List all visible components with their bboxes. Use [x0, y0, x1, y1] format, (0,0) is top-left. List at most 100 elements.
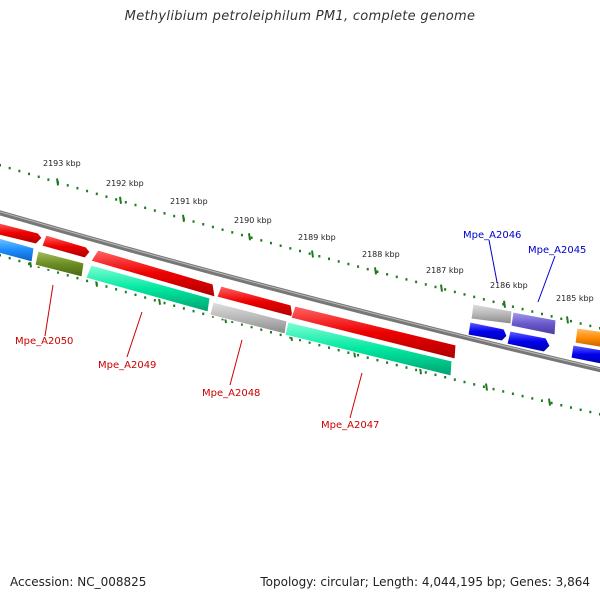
scale-tick — [503, 300, 506, 308]
scale-dot — [269, 241, 272, 245]
gene-feature[interactable] — [284, 321, 453, 377]
scale-dot — [153, 299, 156, 302]
scale-dot — [357, 265, 360, 268]
scale-dot — [260, 328, 263, 331]
scale-dot — [511, 305, 514, 308]
scale-dot — [173, 304, 176, 307]
gene-label-mpe-a2046[interactable]: Mpe_A2046 — [463, 230, 521, 241]
scale-dot — [47, 178, 50, 181]
scale-dot — [299, 249, 301, 253]
scale-dot — [502, 303, 505, 306]
scale-label: 2189 kbp — [298, 233, 336, 242]
scale-dot — [0, 164, 1, 167]
genome-backbone — [0, 210, 600, 373]
scale-dot — [550, 315, 553, 318]
scale-dot — [337, 260, 340, 263]
gene-label-mpe-a2048[interactable]: Mpe_A2048 — [202, 388, 260, 399]
scale-dot — [269, 331, 272, 334]
scale-dot — [589, 324, 592, 328]
scale-dot — [424, 371, 427, 374]
gene-label-mpe-a2049[interactable]: Mpe_A2049 — [98, 360, 156, 371]
gene-feature[interactable] — [34, 250, 85, 278]
gene-label-mpe-a2050[interactable]: Mpe_A2050 — [15, 336, 73, 347]
scale-dot — [473, 295, 476, 299]
scale-dot — [395, 363, 398, 367]
gene-feature[interactable] — [574, 327, 600, 348]
scale-dot — [366, 356, 369, 359]
gene-feature[interactable] — [0, 237, 35, 263]
scale-dot — [579, 408, 582, 412]
gene-feature[interactable] — [290, 305, 457, 360]
leader-line — [126, 311, 143, 358]
scale-label: 2191 kbp — [170, 197, 208, 206]
gene-label-mpe-a2045[interactable]: Mpe_A2045 — [528, 245, 586, 256]
gene-feature[interactable] — [85, 264, 211, 313]
scale-dot — [240, 233, 243, 237]
scale-dot — [482, 385, 485, 389]
scale-dot — [540, 399, 543, 402]
scale-dot — [386, 361, 389, 364]
scale-dot — [163, 212, 166, 215]
gene-feature[interactable] — [570, 344, 600, 365]
scale-dot — [231, 231, 234, 234]
inner-scale-track — [0, 254, 600, 416]
outer-major-ticks — [56, 178, 569, 324]
scale-dot — [569, 319, 572, 323]
scale-dot — [105, 285, 108, 288]
scale-dot — [540, 312, 543, 316]
leader-line — [229, 339, 243, 386]
scale-dot — [482, 298, 485, 301]
scale-dot — [434, 373, 437, 377]
scale-dot — [550, 401, 553, 405]
scale-dot — [221, 228, 224, 231]
scale-dot — [337, 348, 340, 352]
scale-label: 2188 kbp — [362, 250, 400, 259]
scale-label: 2190 kbp — [234, 216, 272, 225]
scale-dot — [463, 380, 466, 384]
gene-feature[interactable] — [41, 234, 91, 259]
scale-dot — [415, 280, 418, 284]
scale-dot — [473, 383, 476, 386]
scale-dot — [328, 257, 331, 261]
scale-dot — [260, 239, 263, 242]
scale-tick — [119, 196, 122, 204]
scale-dot — [279, 244, 282, 247]
scale-tick — [374, 267, 377, 275]
scale-label: 2186 kbp — [490, 281, 528, 290]
scale-dot — [86, 279, 89, 283]
scale-dot — [289, 247, 292, 250]
scale-dot — [231, 320, 234, 324]
gene-feature[interactable] — [510, 311, 557, 336]
scale-dot — [192, 309, 195, 313]
scale-dot — [250, 325, 253, 329]
gene-label-mpe-a2047[interactable]: Mpe_A2047 — [321, 420, 379, 431]
scale-dot — [250, 236, 253, 239]
scale-dot — [347, 262, 350, 266]
scale-dot — [502, 390, 505, 393]
scale-dot — [569, 406, 572, 409]
gene-feature[interactable] — [467, 321, 508, 342]
gene-feature[interactable] — [0, 222, 43, 245]
scale-dot — [453, 378, 456, 381]
scale-dot — [202, 312, 205, 316]
scale-dot — [347, 351, 350, 354]
map-title: Methylibium petroleiphilum PM1, complete… — [124, 9, 476, 24]
gene-feature[interactable] — [90, 249, 216, 298]
scale-dot — [511, 392, 514, 396]
scale-dot — [453, 290, 456, 294]
genome-backbone-highlight — [0, 211, 600, 370]
scale-dot — [18, 259, 21, 263]
scale-dot — [115, 198, 118, 201]
leader-line — [349, 372, 363, 419]
scale-dot — [163, 301, 166, 305]
scale-dot — [415, 368, 418, 372]
scale-dot — [405, 366, 408, 369]
scale-dot — [76, 276, 79, 280]
scale-label: 2187 kbp — [426, 266, 464, 275]
gene-feature[interactable] — [506, 330, 551, 353]
scale-dot — [221, 317, 224, 321]
scale-dot — [173, 214, 176, 218]
scale-dot — [144, 296, 147, 299]
scale-dot — [153, 209, 156, 212]
